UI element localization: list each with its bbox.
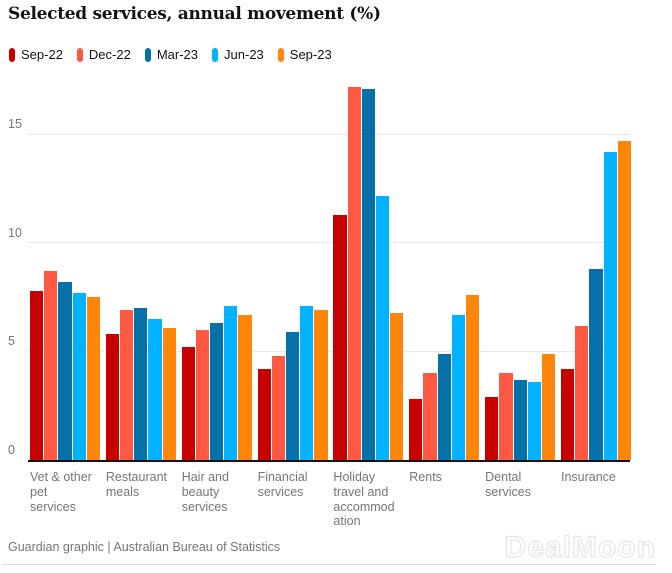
category-label: Dental services [485, 470, 531, 499]
bar-mar-23 [437, 353, 451, 460]
bar-group [409, 295, 480, 460]
bar-jun-23 [224, 306, 238, 460]
bar-sep-22 [181, 347, 195, 460]
y-tick-label-15: 15 [8, 117, 22, 132]
bar-sep-23 [314, 310, 328, 460]
bar-sep-23 [86, 297, 100, 460]
bar-sep-22 [105, 334, 120, 460]
bar-sep-23 [238, 314, 252, 460]
bar-mar-23 [210, 323, 224, 460]
bar-dec-22 [423, 373, 437, 460]
bar-group [333, 87, 404, 460]
bar-dec-22 [575, 325, 589, 460]
bar-group [105, 308, 176, 460]
bar-sep-22 [560, 368, 575, 460]
category-label: Hair and beauty services [181, 470, 229, 514]
legend-swatch-icon [76, 47, 83, 62]
bar-jun-23 [300, 306, 314, 460]
legend-label: Sep-23 [289, 47, 332, 62]
y-tick-label-10: 10 [8, 225, 22, 240]
bar-sep-22 [257, 368, 271, 460]
bar-sep-23 [541, 353, 556, 460]
legend-item-mar-23: Mar-23 [144, 47, 199, 62]
dealmoon-watermark: DealMoon [504, 530, 656, 564]
category-label: Financial services [257, 470, 308, 499]
bar-mar-23 [361, 89, 375, 460]
gridline-10 [28, 242, 630, 244]
bar-dec-22 [499, 373, 513, 460]
y-tick-label-5: 5 [8, 334, 15, 349]
source-caption: Guardian graphic | Australian Bureau of … [8, 540, 281, 554]
bar-sep-22 [30, 290, 44, 460]
bar-sep-22 [409, 399, 423, 460]
legend-label: Jun-23 [224, 47, 264, 62]
legend-label: Sep-22 [21, 47, 63, 62]
bar-group [30, 271, 100, 460]
bar-dec-22 [195, 329, 210, 460]
chart-area: 0 5 10 15 [0, 86, 672, 462]
bar-jun-23 [72, 293, 86, 460]
legend-swatch-icon [212, 47, 219, 62]
plot-area [28, 86, 631, 462]
legend-item-sep-22: Sep-22 [9, 47, 63, 62]
category-label: Insurance [560, 470, 616, 484]
bar-sep-23 [162, 327, 176, 460]
category-label: Rents [409, 470, 442, 484]
bar-jun-23 [603, 152, 617, 460]
legend-swatch-icon [9, 47, 15, 62]
legend-item-dec-22: Dec-22 [76, 47, 131, 62]
bar-mar-23 [58, 282, 72, 460]
gridline-5 [28, 350, 630, 352]
bar-group [560, 141, 631, 460]
bar-mar-23 [285, 332, 300, 460]
bar-sep-23 [617, 141, 631, 460]
chart-title: Selected services, annual movement (%) [8, 4, 381, 24]
legend-swatch-icon [277, 47, 284, 62]
legend: Sep-22 Dec-22 Mar-23 Jun-23 Sep-23 [9, 47, 346, 62]
y-tick-label-0: 0 [8, 442, 15, 457]
legend-item-sep-23: Sep-23 [277, 47, 332, 62]
bar-sep-22 [333, 215, 347, 460]
category-label: Restaurant meals [105, 470, 167, 499]
category-label: Vet & other pet services [30, 470, 92, 514]
footer-divider [2, 564, 656, 565]
bar-mar-23 [134, 308, 148, 460]
bar-sep-23 [466, 295, 480, 460]
bar-jun-23 [451, 314, 466, 460]
bar-group [257, 306, 328, 460]
legend-label: Dec-22 [88, 47, 131, 62]
bar-dec-22 [271, 355, 285, 460]
gridline-15 [28, 133, 630, 135]
bar-dec-22 [44, 271, 58, 460]
legend-swatch-icon [144, 47, 151, 62]
bar-group [485, 353, 556, 460]
bar-mar-23 [589, 269, 603, 460]
bar-group [181, 306, 252, 460]
bar-jun-23 [148, 319, 162, 460]
bar-dec-22 [120, 310, 134, 460]
legend-label: Mar-23 [156, 47, 199, 62]
bar-mar-23 [513, 379, 527, 460]
legend-item-jun-23: Jun-23 [212, 47, 264, 62]
category-axis: Vet & other pet services Restaurant meals… [28, 470, 672, 536]
bar-dec-22 [347, 87, 361, 460]
category-label: Holiday travel and accommodation [333, 470, 395, 529]
bar-jun-23 [527, 381, 541, 460]
bar-sep-23 [390, 312, 404, 460]
bar-sep-22 [485, 397, 499, 460]
bar-jun-23 [375, 195, 390, 460]
